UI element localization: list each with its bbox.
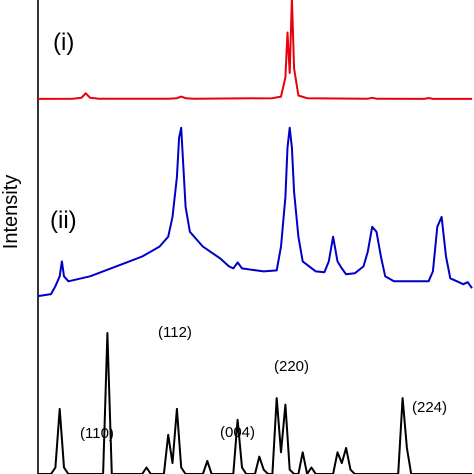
panel-label-ii: (ii) <box>50 207 77 234</box>
series-reference-black <box>38 332 472 474</box>
peak-label-004: (004) <box>220 424 255 441</box>
panel-label-i: (i) <box>53 29 74 56</box>
y-axis-label: Intensity <box>0 175 22 249</box>
peak-label-220: (220) <box>274 358 309 375</box>
peak-label-110: (110) <box>80 425 114 442</box>
series-ii-blue <box>37 126 473 298</box>
peak-label-224: (224) <box>412 399 447 416</box>
series-i-red <box>37 0 472 100</box>
peak-label-112: (112) <box>158 324 192 341</box>
series-layer <box>37 0 473 474</box>
